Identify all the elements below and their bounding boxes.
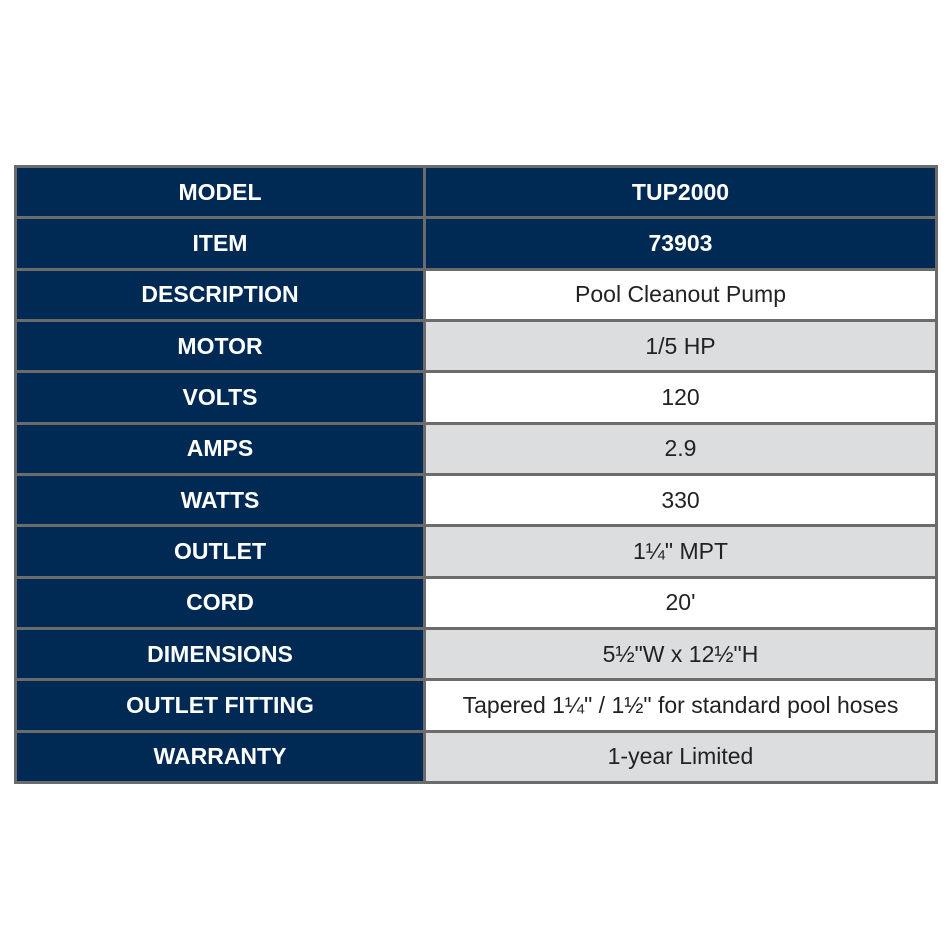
spec-row-motor: MOTOR 1/5 HP [14,318,938,374]
spec-row-description: DESCRIPTION Pool Cleanout Pump [14,267,938,322]
spec-label: VOLTS [14,370,426,425]
spec-value: 330 [423,472,938,528]
spec-value: 2.9 [423,421,938,476]
spec-value: Tapered 1¼" / 1½" for standard pool hose… [423,678,938,733]
spec-row-item: ITEM 73903 [14,216,938,271]
spec-value: Pool Cleanout Pump [423,267,938,322]
spec-label: DIMENSIONS [14,626,426,682]
spec-value: 1¼" MPT [423,524,938,579]
spec-label: OUTLET FITTING [14,678,426,733]
spec-row-warranty: WARRANTY 1-year Limited [14,729,938,785]
spec-label: OUTLET [14,524,426,579]
spec-label: AMPS [14,421,426,476]
spec-row-dimensions: DIMENSIONS 5½"W x 12½"H [14,626,938,682]
spec-value: 5½"W x 12½"H [423,626,938,682]
spec-row-volts: VOLTS 120 [14,370,938,425]
spec-row-model: MODEL TUP2000 [14,164,938,220]
spec-value: 120 [423,370,938,425]
spec-label: MODEL [14,164,426,220]
spec-value: 20' [423,575,938,630]
spec-value: 73903 [423,216,938,271]
spec-label: CORD [14,575,426,630]
spec-row-cord: CORD 20' [14,575,938,630]
spec-label: ITEM [14,216,426,271]
spec-table-body: MODEL TUP2000 ITEM 73903 DESCRIPTION Pool Cle… [14,164,938,785]
spec-row-outlet: OUTLET 1¼" MPT [14,524,938,579]
spec-row-amps: AMPS 2.9 [14,421,938,476]
spec-label: DESCRIPTION [14,267,426,322]
spec-label: MOTOR [14,318,426,374]
spec-value: TUP2000 [423,164,938,220]
spec-label: WARRANTY [14,729,426,785]
spec-label: WATTS [14,472,426,528]
spec-table: MODEL TUP2000 ITEM 73903 DESCRIPTION Pool Cle… [14,164,938,785]
spec-value: 1/5 HP [423,318,938,374]
spec-row-outlet-fitting: OUTLET FITTING Tapered 1¼" / 1½" for stan… [14,678,938,733]
spec-row-watts: WATTS 330 [14,472,938,528]
spec-value: 1-year Limited [423,729,938,785]
